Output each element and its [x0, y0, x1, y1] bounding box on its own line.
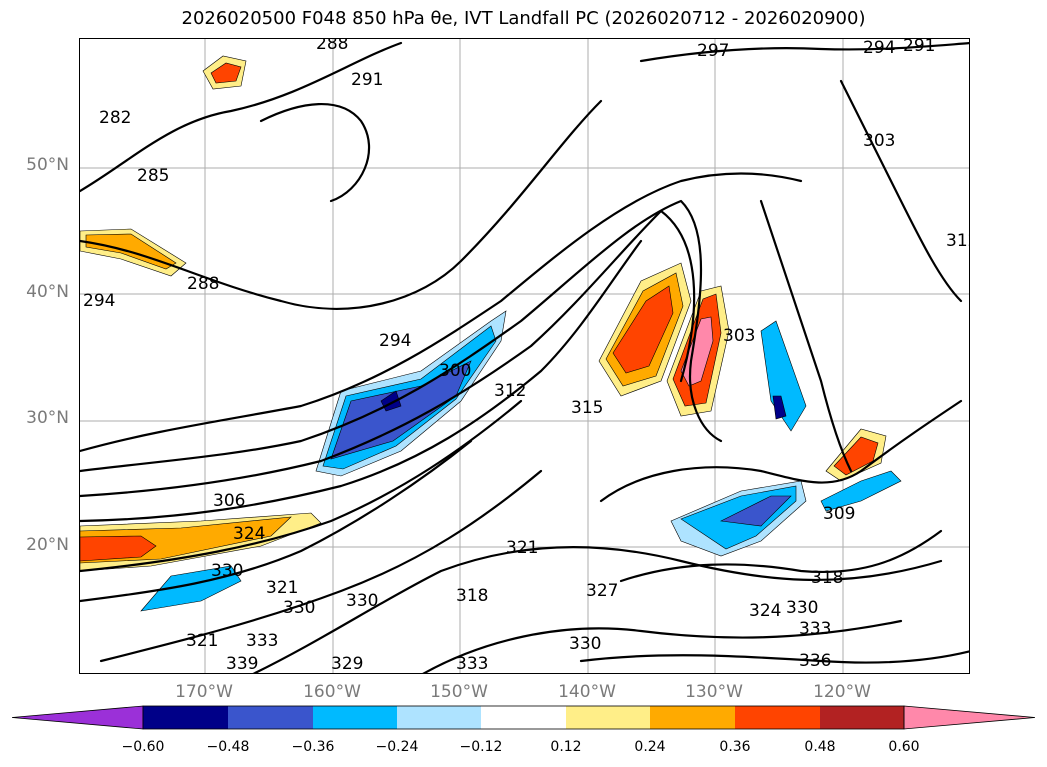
contour-label: 306 [213, 491, 245, 511]
lon-label-150w: 150°W [430, 682, 488, 702]
contour-label: 318 [456, 586, 488, 606]
contour-label: 330 [283, 598, 315, 618]
contour-label: 288 [187, 274, 219, 294]
colorbar-segments [12, 705, 1035, 730]
contour-label: 324 [749, 601, 781, 621]
colorbar-tick-label: −0.24 [375, 739, 419, 755]
contour-label: 303 [723, 326, 755, 346]
contour-label: 282 [99, 108, 131, 128]
contour-label: 294 [863, 39, 895, 58]
contour-layer [80, 41, 969, 673]
contour-label: 294 [83, 291, 115, 311]
contour-label: 291 [903, 39, 935, 56]
shade-negative-coast [760, 320, 807, 432]
contour-label: 330 [346, 591, 378, 611]
contour-label: 330 [569, 634, 601, 654]
contour-label: 330 [211, 561, 243, 581]
lat-label-40n: 40°N [26, 282, 69, 302]
contour-label: 327 [586, 581, 618, 601]
shade-negative-south-inner [719, 495, 792, 527]
contour-label: 330 [786, 598, 818, 618]
shade-negative-center-inner [330, 360, 472, 460]
colorbar-tick-label: 0.36 [719, 739, 751, 755]
shade-positive-coast-core [833, 436, 879, 476]
shading-layer [80, 55, 902, 612]
contour-label: 333 [456, 654, 488, 674]
colorbar-tick-label: −0.12 [459, 739, 503, 755]
lon-label-140w: 140°W [558, 682, 616, 702]
contour-label: 321 [186, 631, 218, 651]
colorbar-outline [142, 705, 905, 730]
shade-positive-center-inner [612, 285, 674, 374]
colorbar [12, 705, 1035, 730]
contour-label: 315 [571, 398, 603, 418]
contour-label: 291 [351, 70, 383, 90]
shade-negative-east-small [820, 470, 902, 512]
contour-label: 318 [811, 568, 843, 588]
colorbar-tick-label: −0.60 [121, 739, 165, 755]
colorbar-tick-label: −0.36 [291, 739, 335, 755]
contour-label: 309 [823, 504, 855, 524]
map-plot: 288 291 282 285 288 294 294 297 294 291 … [80, 39, 970, 674]
lon-label-130w: 130°W [685, 682, 743, 702]
lon-label-120w: 120°W [813, 682, 871, 702]
contour-label: 288 [316, 39, 348, 54]
contour-label: 285 [137, 166, 169, 186]
contour-label: 333 [799, 619, 831, 639]
shade-negative-coast-dark [772, 395, 787, 420]
shade-positive-west-band-inner [80, 535, 157, 562]
colorbar-segment [228, 706, 313, 729]
map-panel: 288 291 282 285 288 294 294 297 294 291 … [79, 38, 970, 674]
contour-label: 333 [246, 631, 278, 651]
colorbar-segment [481, 706, 566, 729]
contour-label-layer: 288 291 282 285 288 294 294 297 294 291 … [83, 39, 970, 674]
colorbar-tick-label: 0.12 [550, 739, 582, 755]
colorbar-segment [735, 706, 820, 729]
contour-label: 303 [863, 131, 895, 151]
colorbar-segment [143, 706, 228, 729]
contour-label: 300 [439, 361, 471, 381]
contour-label: 321 [506, 538, 538, 558]
colorbar-tick-label: 0.24 [634, 739, 666, 755]
lat-label-50n: 50°N [26, 155, 69, 175]
contour-label: 336 [799, 651, 831, 671]
contour-label: 321 [266, 578, 298, 598]
shade-positive-east-pink [680, 316, 714, 387]
colorbar-tick-label: 0.60 [888, 739, 920, 755]
contour-label: 324 [233, 524, 265, 544]
contour-label: 312 [946, 231, 970, 251]
colorbar-segment [566, 706, 650, 729]
colorbar-segment [397, 706, 481, 729]
colorbar-extend-min [12, 705, 144, 730]
colorbar-extend-max [903, 705, 1035, 730]
colorbar-segment [820, 706, 904, 729]
lon-label-170w: 170°W [175, 682, 233, 702]
lat-label-20n: 20°N [26, 535, 69, 555]
contour-label: 294 [379, 331, 411, 351]
colorbar-segment [313, 706, 397, 729]
colorbar-tick-label: 0.48 [804, 739, 836, 755]
lat-label-30n: 30°N [26, 408, 69, 428]
lon-label-160w: 160°W [303, 682, 361, 702]
shade-positive-top-core [210, 62, 242, 84]
colorbar-segment [650, 706, 735, 729]
figure-title: 2026020500 F048 850 hPa θe, IVT Landfall… [181, 8, 866, 29]
contour-label: 339 [226, 654, 258, 674]
colorbar-tick-label: −0.48 [206, 739, 250, 755]
contour-label: 297 [697, 41, 729, 61]
contour-label: 329 [331, 654, 363, 674]
contour-label: 312 [494, 381, 526, 401]
